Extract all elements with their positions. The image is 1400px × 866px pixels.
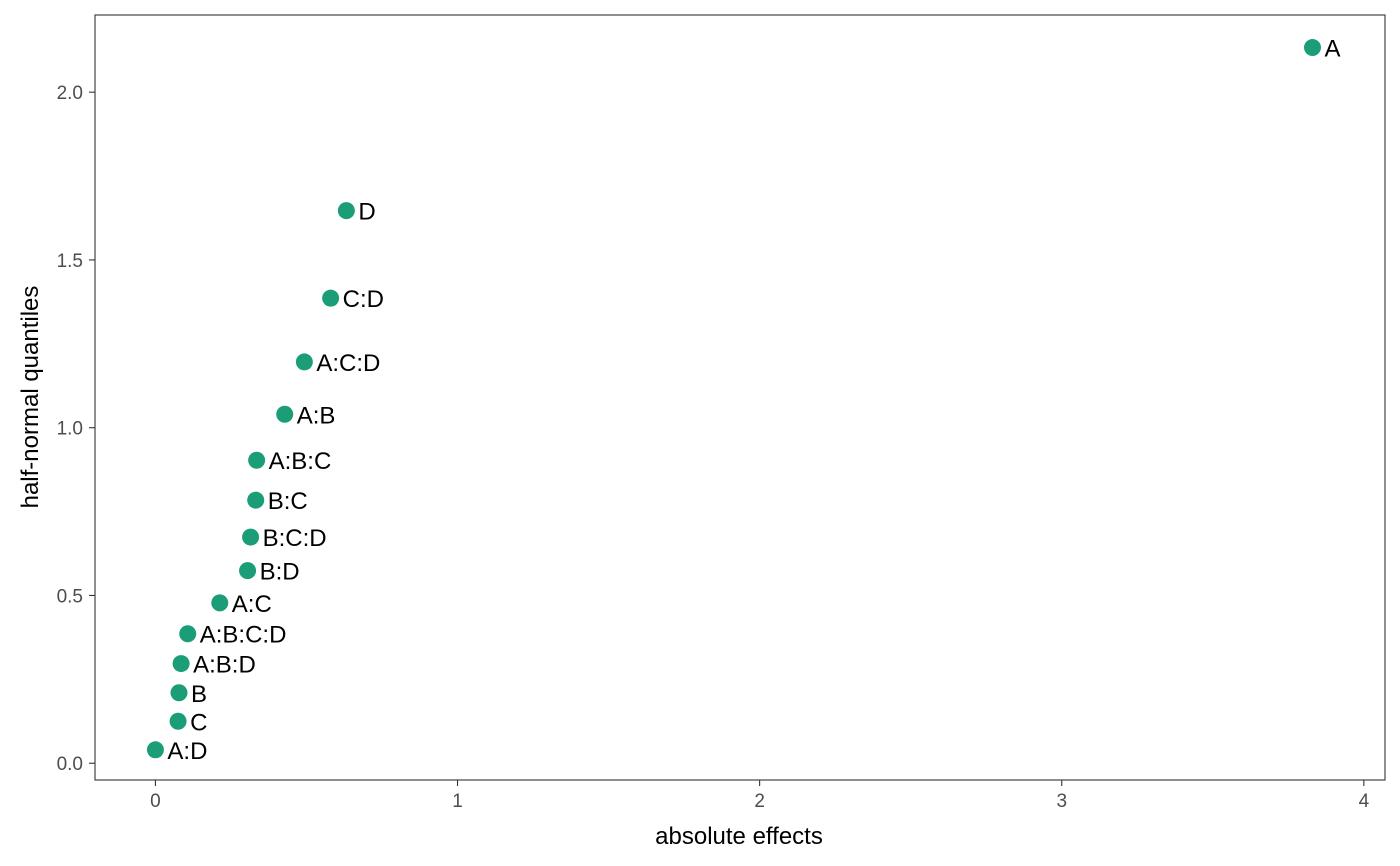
data-point-label: A:B [297,402,336,429]
x-tick-label: 4 [1359,791,1370,812]
data-point [337,202,355,220]
y-tick-label: 0.5 [57,586,83,607]
y-tick-label: 0.0 [57,754,83,775]
data-point [248,451,266,469]
data-point-label: A:B:C [269,448,332,475]
data-point [211,594,229,612]
data-point [239,562,257,580]
data-point-label: B [191,681,207,708]
data-point [295,353,313,371]
x-tick-label: 3 [1056,791,1067,812]
x-axis: 0 1 2 3 4 [150,780,1370,812]
y-tick-label: 1.0 [57,419,83,440]
x-tick-label: 2 [754,791,765,812]
data-points [146,39,1321,759]
data-point-label: A:C:D [316,350,380,377]
x-tick-label: 0 [150,791,161,812]
data-point-label: B:C [268,488,308,515]
data-point-label: A [1324,36,1340,63]
data-point-label: A:D [167,738,207,765]
data-point-label: A:C [232,591,272,618]
data-point [179,625,197,643]
data-point-label: C [190,709,207,736]
data-point [169,712,187,730]
y-axis: 0.0 0.5 1.0 1.5 2.0 [57,83,95,775]
data-point [322,289,340,307]
plot-panel [94,14,1386,781]
y-tick-label: 1.5 [57,251,83,272]
data-point [170,684,188,702]
data-point-label: B:C:D [263,525,327,552]
x-tick-label: 1 [452,791,463,812]
data-point-label: C:D [343,286,384,313]
data-point-label: D [358,199,375,226]
data-point [172,655,190,673]
y-axis-title: half-normal quantiles [17,286,44,509]
data-point [146,741,164,759]
data-point-label: B:D [260,559,300,586]
y-tick-label: 2.0 [57,83,83,104]
data-point [247,491,265,509]
data-point-label: A:B:D [193,652,256,679]
data-point [1303,39,1321,57]
data-point [276,405,294,423]
data-point-label: A:B:C:D [200,622,287,649]
x-axis-title: absolute effects [655,823,823,850]
data-point [242,528,260,546]
